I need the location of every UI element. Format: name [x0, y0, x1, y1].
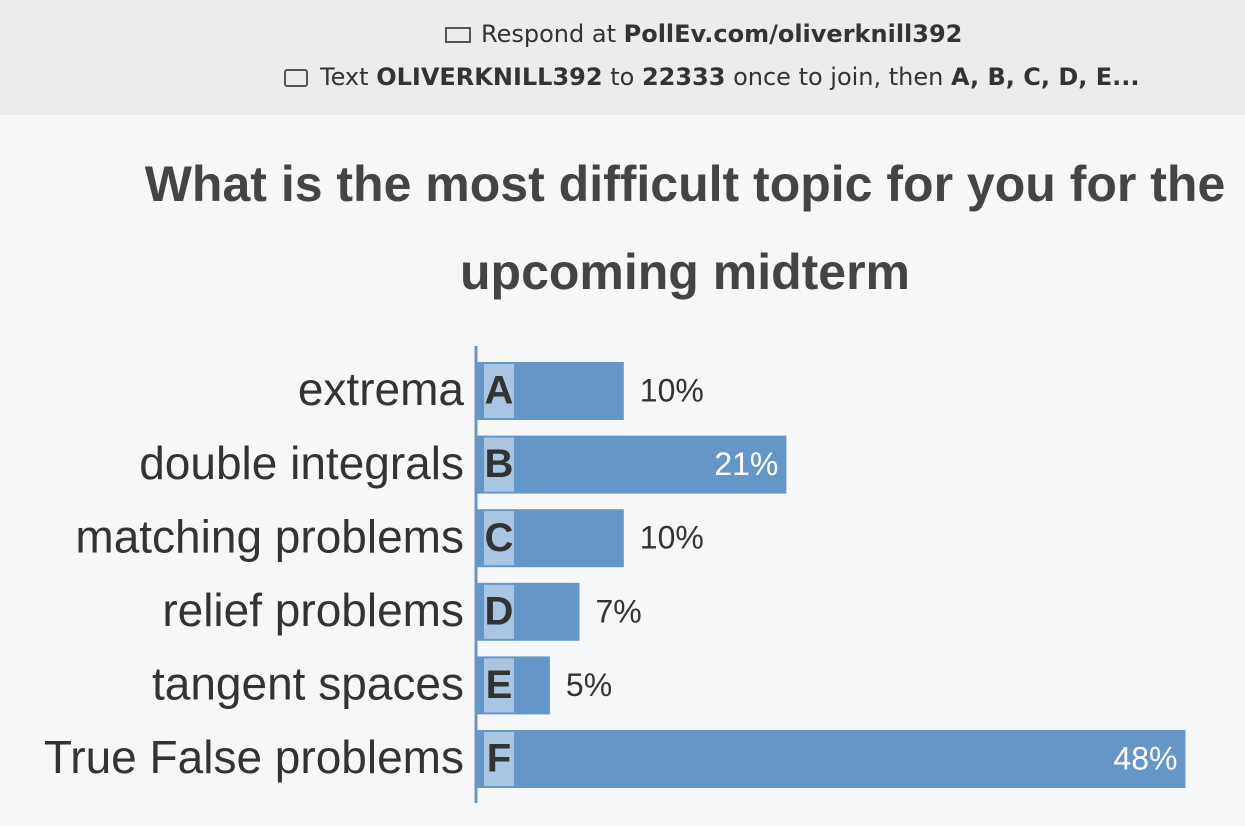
category-label: matching problems: [75, 510, 464, 562]
value-label: 48%: [1113, 740, 1177, 776]
code: OLIVERKNILL392: [376, 63, 603, 91]
letter-box: [484, 732, 514, 786]
letter-box: [484, 584, 514, 639]
option-letter: B: [485, 442, 514, 486]
letter-box: [484, 364, 514, 418]
category-label: tangent spaces: [152, 658, 464, 710]
category-label: relief problems: [162, 584, 464, 636]
option-letter: C: [485, 516, 514, 560]
letter-box: [484, 658, 514, 713]
option-letter: A: [485, 369, 514, 413]
value-label: 10%: [640, 372, 704, 408]
url[interactable]: PollEv.com/oliverknill392: [623, 20, 963, 48]
text: Respond at: [481, 20, 616, 48]
chart-title: What is the most difficult topic for you…: [144, 156, 1226, 300]
number: 22333: [641, 63, 726, 91]
letter-box: [484, 511, 514, 566]
join-banner: Respond at PollEv.com/oliverknill392 Tex…: [0, 0, 1245, 115]
option-letter: F: [487, 737, 511, 781]
text-line: Text OLIVERKNILL392 to 22333 once to joi…: [284, 63, 1140, 91]
letter-box: [484, 437, 514, 492]
category-label: double integrals: [139, 437, 464, 489]
value-label: 10%: [640, 520, 704, 556]
value-label: 7%: [595, 593, 641, 629]
respond-line: Respond at PollEv.com/oliverknill392: [445, 20, 962, 48]
bar: [476, 435, 787, 494]
option-letter: D: [485, 589, 514, 633]
text: once to join, then: [733, 63, 944, 91]
options: A, B, C, D, E...: [951, 63, 1140, 91]
text: to: [610, 63, 635, 91]
bar: [476, 730, 1186, 788]
category-label: True False problems: [44, 731, 464, 783]
category-label: extrema: [298, 363, 465, 415]
text: Text: [320, 63, 369, 91]
option-letter: E: [486, 663, 513, 707]
value-label: 21%: [714, 446, 778, 482]
value-label: 5%: [566, 667, 612, 703]
